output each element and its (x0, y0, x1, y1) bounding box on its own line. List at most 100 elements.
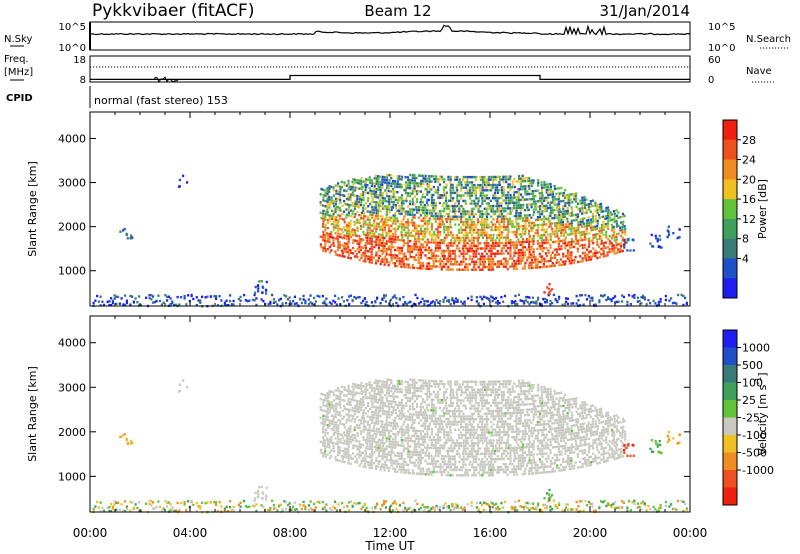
power-cell-620 (383, 178, 386, 182)
velocity-cell-154 (338, 449, 341, 452)
velocity-cell-592 (382, 401, 385, 405)
power-cell-1340 (449, 181, 452, 184)
velocity-cell-550 (379, 449, 382, 452)
velocity-cell-366 (362, 425, 365, 428)
power-cell-423 (369, 250, 372, 253)
power-cell-1410 (458, 239, 461, 242)
power-cell-1785 (490, 207, 493, 210)
power-cell-1698 (484, 244, 487, 248)
power-cell-2673 (577, 213, 580, 216)
velocity-cell-568 (379, 388, 382, 391)
power-cell-1098 (428, 241, 431, 244)
velocity-cell-1003 (419, 443, 422, 446)
velocity-cell-951 (415, 464, 418, 467)
power-cell-194 (343, 210, 346, 213)
power-cell-3346 (607, 297, 610, 301)
power-cell-1421 (457, 194, 460, 197)
velocity-cell-272 (352, 398, 355, 402)
power-cell-1337 (449, 189, 452, 192)
power-cell-3357 (622, 295, 625, 299)
power-cell-1140 (432, 259, 435, 263)
power-cell-2417 (549, 243, 552, 247)
power-cell-883 (409, 245, 412, 248)
velocity-cell-1069 (426, 454, 429, 457)
power-cell-2098 (517, 190, 520, 194)
power-cell-322 (358, 240, 361, 243)
power-cell-776 (398, 209, 401, 213)
power-cell-1108 (428, 188, 432, 191)
power-cell-2940 (619, 216, 622, 219)
power-cell-96 (332, 242, 335, 245)
power-cell-2738 (585, 211, 588, 214)
power-cell-2400 (547, 225, 550, 228)
velocity-cell-1084 (426, 398, 429, 401)
power-cell-3152 (356, 296, 359, 299)
power-cell-671 (387, 184, 390, 187)
velocity-cell-921 (411, 386, 415, 389)
power-cell-2450 (551, 195, 554, 199)
velocity-cell-296 (354, 386, 357, 389)
power-cell-901 (411, 263, 414, 267)
power-cell-2676 (579, 260, 582, 263)
power-cell-2367 (542, 199, 546, 202)
power-cell-3358 (626, 300, 629, 304)
velocity-cell-1164 (435, 452, 438, 455)
power-cell-748 (396, 254, 399, 257)
power-cell-1829 (494, 212, 497, 216)
power-cell-1892 (500, 262, 503, 266)
power-cell-139 (336, 229, 339, 233)
power-cell-3230 (454, 300, 457, 303)
velocity-cell-19 (321, 420, 324, 423)
velocity-cell-276 (352, 388, 355, 391)
velocity-cell-574 (381, 455, 384, 458)
power-cell-972 (418, 267, 421, 270)
power-cell-2585 (566, 217, 569, 220)
velocity-cell-1142 (432, 460, 435, 463)
power-cell-2433 (549, 185, 552, 188)
power-cell-1391 (456, 218, 459, 221)
nsearch-tick-bottom: 10^0 (708, 43, 735, 54)
power-cell-1076 (426, 222, 429, 225)
power-cell-2226 (529, 248, 533, 251)
velocity-cell-91 (330, 406, 333, 409)
velocity-cell-875 (407, 386, 410, 389)
velocity-cell-1018 (420, 384, 423, 387)
power-cell-2783 (592, 212, 595, 216)
velocity-cell-1031 (421, 424, 424, 428)
velocity-cell-622 (386, 466, 389, 469)
power-cell-3344 (605, 298, 608, 302)
power-cell-2704 (581, 207, 584, 210)
velocity-cell-1380 (453, 396, 456, 399)
power-cell-1569 (473, 268, 476, 271)
power-cell-716 (392, 193, 395, 196)
power-cell-1632 (477, 205, 480, 208)
velocity-cell-1141 (432, 462, 435, 466)
power-cell-856 (406, 247, 409, 250)
velocity-cell-150 (337, 389, 340, 393)
power-cell-1615 (474, 178, 478, 181)
power-cell-1945 (504, 241, 507, 245)
velocity-cell-1196 (436, 422, 439, 426)
velocity-cell-1354 (452, 415, 455, 418)
power-cell-107 (333, 205, 336, 208)
power-cell-1427 (460, 260, 463, 263)
power-cell-2660 (574, 195, 577, 198)
power-cell-1380 (453, 191, 456, 195)
power-cell-2856 (605, 236, 608, 239)
power-cell-653 (388, 240, 391, 243)
power-cell-514 (375, 188, 378, 191)
power-cell-2579 (566, 244, 569, 247)
velocity-cell-1169 (435, 438, 438, 442)
power-cell-3237 (470, 295, 473, 298)
power-cell-1351 (451, 234, 455, 237)
velocity-cell-5 (319, 408, 322, 412)
power-cell-1206 (439, 265, 442, 268)
power-cell-2280 (534, 195, 537, 198)
power-cell-2082 (517, 249, 520, 252)
power-cell-356 (360, 177, 363, 180)
velocity-cell-308 (356, 415, 359, 419)
power-cell-3012 (164, 294, 167, 297)
velocity-cell-12 (321, 441, 324, 444)
power-cell-24 (322, 196, 325, 199)
power-cell-664 (387, 205, 390, 209)
